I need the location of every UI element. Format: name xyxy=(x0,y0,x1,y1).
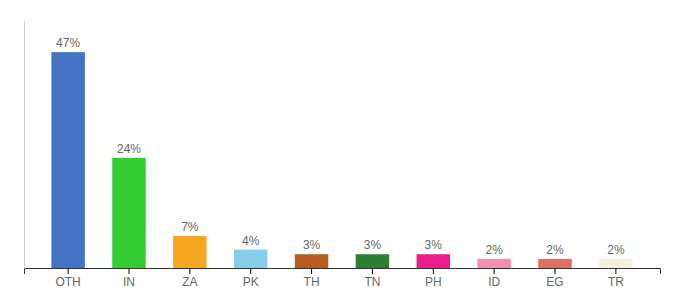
data-label: 2% xyxy=(607,243,625,257)
data-label: 2% xyxy=(485,243,503,257)
bars xyxy=(51,52,632,268)
data-label: 3% xyxy=(364,238,382,252)
data-label: 7% xyxy=(181,220,199,234)
bar xyxy=(538,259,571,268)
y-axis xyxy=(24,21,25,269)
tick-mark xyxy=(433,268,434,274)
tick-mark xyxy=(250,268,251,274)
tick: EG xyxy=(546,268,563,289)
data-label: 4% xyxy=(242,234,260,248)
bar xyxy=(112,158,145,268)
bar xyxy=(356,254,389,268)
tick-label: EG xyxy=(546,275,563,289)
bar xyxy=(173,236,206,268)
y-axis-line xyxy=(24,21,25,269)
tick-label: TH xyxy=(304,275,320,289)
tick-label: IN xyxy=(123,275,135,289)
tick-mark xyxy=(615,268,616,274)
bar xyxy=(234,250,267,268)
tick: PH xyxy=(425,268,442,289)
tick-mark xyxy=(128,268,129,274)
tick: TH xyxy=(304,268,320,289)
tick-label: TR xyxy=(608,275,624,289)
tick-mark xyxy=(311,268,312,274)
data-label: 2% xyxy=(546,243,564,257)
x-axis-line xyxy=(25,269,661,275)
tick-label: ZA xyxy=(182,275,197,289)
chart: OTH IN ZA PK TH TN PH ID EG TR 47% 24% 7% 4% 3% 3% 3% 2% 2… xyxy=(0,0,680,300)
plot: OTH IN ZA PK TH TN PH ID EG TR 47% 24% 7% 4% 3% 3% 3% 2% 2… xyxy=(25,21,661,289)
tick-mark xyxy=(68,268,69,274)
tick: TN xyxy=(364,268,380,289)
x-axis: OTH IN ZA PK TH TN PH ID EG TR xyxy=(25,268,661,289)
bar xyxy=(295,254,328,268)
tick-label: PH xyxy=(425,275,442,289)
tick: TR xyxy=(608,268,624,289)
tick-mark xyxy=(555,268,556,274)
data-label: 3% xyxy=(303,238,321,252)
bar xyxy=(51,52,84,268)
tick-label: PK xyxy=(243,275,259,289)
tick: ID xyxy=(488,268,500,289)
data-label: 47% xyxy=(56,36,80,50)
tick-mark xyxy=(189,268,190,274)
tick-label: TN xyxy=(364,275,380,289)
tick-label: OTH xyxy=(55,275,80,289)
tick: OTH xyxy=(55,268,80,289)
data-label: 3% xyxy=(425,238,443,252)
tick-mark xyxy=(494,268,495,274)
tick-label: ID xyxy=(488,275,500,289)
tick: ZA xyxy=(182,268,197,289)
tick: PK xyxy=(243,268,259,289)
tick-mark xyxy=(372,268,373,274)
bar xyxy=(477,259,510,268)
bar xyxy=(599,259,632,268)
data-label: 24% xyxy=(117,142,141,156)
data-labels: 47% 24% 7% 4% 3% 3% 3% 2% 2% 2% xyxy=(56,36,625,257)
tick: IN xyxy=(123,268,135,289)
bar xyxy=(417,254,450,268)
